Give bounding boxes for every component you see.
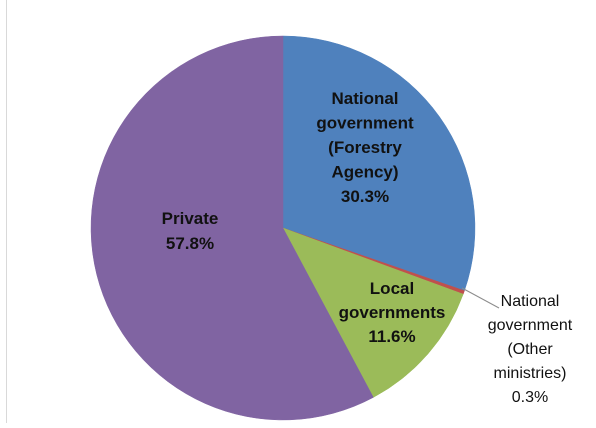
pie-slice (282, 35, 476, 292)
slice-category-label: Private (162, 209, 219, 228)
pie-slices (90, 35, 476, 421)
chart-frame-edge (6, 0, 7, 423)
pie-slice (282, 227, 464, 398)
slice-category-label: (Forestry (328, 138, 402, 157)
slice-category-label: Agency) (331, 163, 398, 182)
slice-data-label: National government (Other ministries) 0.3% (488, 293, 573, 406)
slice-data-label: Private 57.8% (162, 209, 219, 253)
slice-value-label: 0.3% (512, 389, 548, 406)
slice-category-label: government (488, 317, 573, 334)
slice-data-label: Local governments 11.6% (339, 279, 446, 346)
slice-data-label: National government (Forestry Agency) 30.3% (316, 89, 414, 206)
slice-category-label: (Other (507, 341, 553, 358)
slice-category-label: National (331, 89, 398, 108)
slice-value-label: 11.6% (368, 327, 415, 346)
slice-category-label: National (501, 293, 560, 310)
slice-category-label: ministries) (494, 365, 567, 382)
slice-category-label: governments (339, 303, 446, 322)
slice-category-label: Local (370, 279, 414, 298)
slice-value-label: 57.8% (166, 234, 214, 253)
slice-category-label: government (316, 114, 414, 133)
leader-line (461, 287, 500, 309)
pie-slice (90, 35, 374, 421)
slice-value-label: 30.3% (341, 187, 389, 206)
